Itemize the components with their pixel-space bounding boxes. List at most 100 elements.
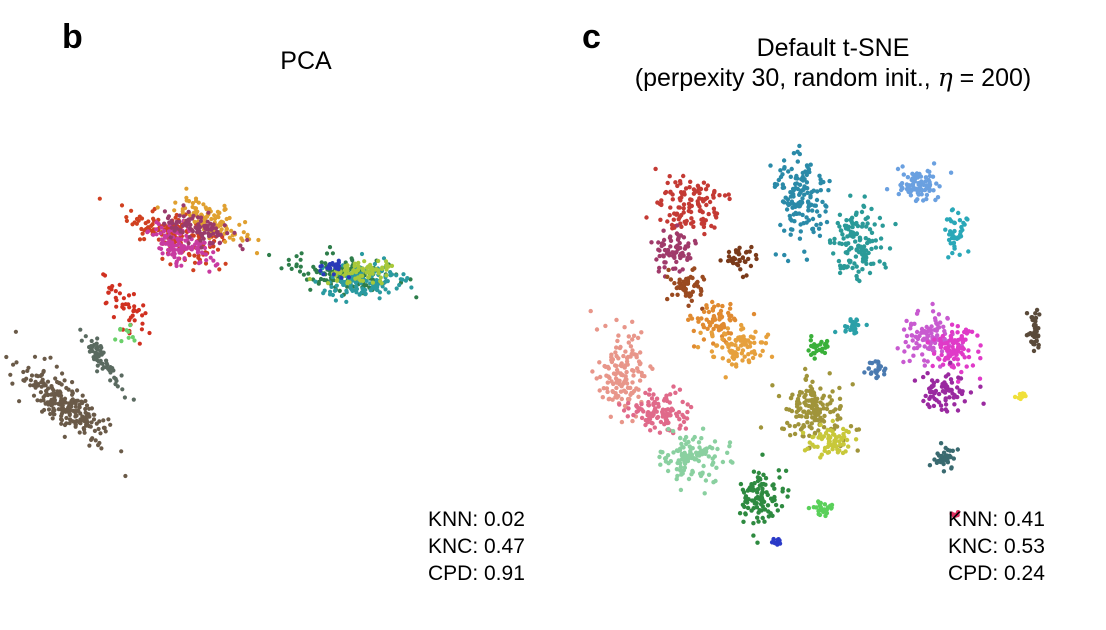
scatter-point [114,304,119,309]
scatter-point [725,258,731,264]
scatter-point [815,189,820,194]
scatter-point [41,381,46,386]
scatter-point [77,405,82,410]
scatter-point [59,403,64,408]
scatter-point [237,222,242,227]
scatter-point [782,166,787,171]
scatter-point [800,170,805,176]
scatter-point [134,221,139,226]
scatter-point [196,247,201,252]
scatter-point [674,467,680,472]
scatter-point [33,379,38,384]
scatter-point [692,238,698,244]
scatter-point [643,422,648,428]
scatter-point [966,249,971,254]
scatter-point [808,411,814,416]
scatter-point [867,360,873,365]
scatter-point [760,486,765,491]
scatter-point [860,267,865,272]
scatter-point [723,375,728,380]
scatter-point [763,476,769,481]
scatter-point [707,199,713,205]
scatter-point [662,422,667,427]
scatter-point [683,186,689,191]
scatter-point [223,207,228,212]
scatter-point [932,316,938,321]
scatter-point [363,292,368,297]
scatter-point [98,431,103,436]
cpd-metric: CPD: 0.91 [428,562,525,585]
scatter-point [713,478,718,484]
scatter-point [613,376,619,381]
scatter-point [951,456,956,461]
scatter-point [866,250,871,256]
scatter-point [838,442,843,447]
scatter-point [372,261,377,267]
scatter-point [147,330,152,336]
scatter-point [927,187,932,192]
scatter-point [921,374,926,380]
scatter-point [783,468,789,473]
scatter-point [186,217,191,222]
scatter-point [686,303,691,308]
scatter-point [938,341,943,346]
scatter-point [174,261,179,266]
scatter-point [598,374,603,380]
scatter-point [751,335,756,340]
scatter-point [808,193,813,199]
scatter-point [923,393,928,399]
scatter-point [822,445,828,451]
scatter-point [707,320,712,325]
scatter-point [687,185,692,190]
scatter-point [362,259,367,264]
scatter-point [826,441,831,446]
scatter-point [807,440,812,445]
scatter-point [190,244,195,249]
scatter-point [35,398,40,403]
scatter-point [927,183,932,188]
scatter-point [908,322,914,328]
scatter-point [24,376,29,381]
scatter-point [976,349,981,354]
scatter-point [674,259,679,265]
scatter-point [837,396,843,401]
scatter-point [755,540,760,545]
scatter-point [184,186,189,191]
scatter-point [1031,348,1037,354]
scatter-point [397,282,402,288]
scatter-point [804,172,809,178]
scatter-point [966,348,971,353]
scatter-point [778,222,783,228]
scatter-point [199,245,204,250]
scatter-point [154,227,159,232]
scatter-point [932,390,937,396]
scatter-point [677,417,682,422]
scatter-point [128,323,133,328]
scatter-point [52,399,57,405]
scatter-point [608,414,613,419]
scatter-point [123,473,128,479]
scatter-point [113,382,118,387]
scatter-point [279,266,284,271]
scatter-point [329,284,334,289]
scatter-point [841,264,847,269]
scatter-point [817,233,823,238]
scatter-point [877,215,883,221]
scatter-point [159,237,164,242]
scatter-point [714,211,720,216]
scatter-point [746,359,752,365]
scatter-point [677,269,682,274]
scatter-point [929,378,935,383]
scatter-point [184,223,189,228]
scatter-point [949,322,955,327]
scatter-point [145,230,150,235]
scatter-point [929,324,934,329]
scatter-point [733,351,738,357]
scatter-point [685,458,691,464]
scatter-point [319,260,324,265]
scatter-point [639,330,644,335]
scatter-point [38,390,44,395]
scatter-point [955,394,960,400]
scatter-point [673,390,678,395]
scatter-point [806,208,811,213]
